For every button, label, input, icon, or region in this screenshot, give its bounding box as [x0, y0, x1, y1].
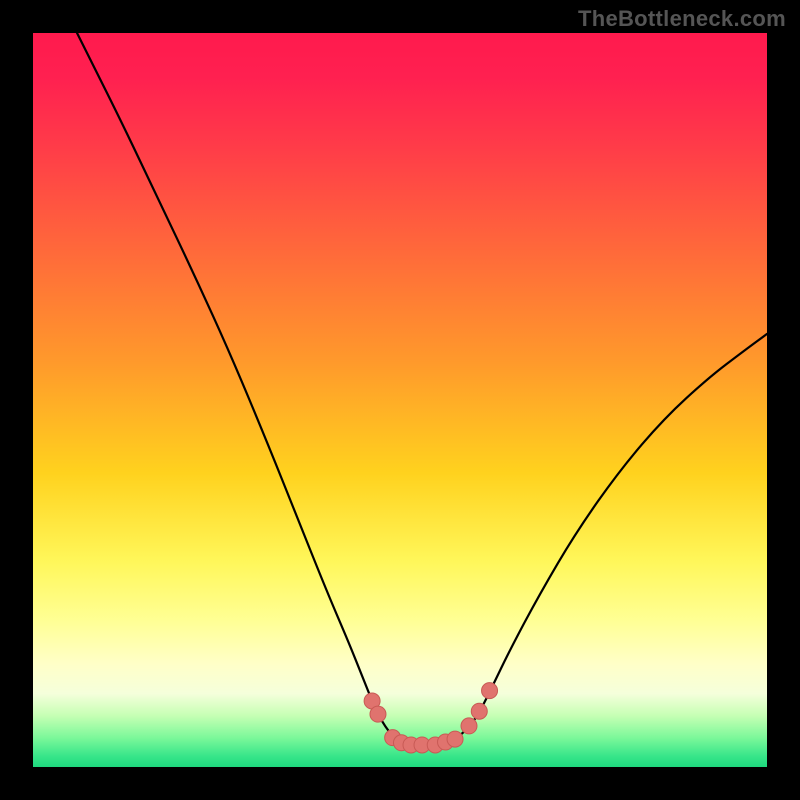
curve-marker	[447, 731, 463, 747]
curve-marker	[370, 706, 386, 722]
bottleneck-curve	[33, 33, 767, 767]
curve-line	[77, 33, 767, 745]
curve-marker	[471, 703, 487, 719]
curve-marker	[461, 718, 477, 734]
watermark-text: TheBottleneck.com	[578, 6, 786, 32]
plot-area	[33, 33, 767, 767]
chart-frame: TheBottleneck.com	[0, 0, 800, 800]
curve-marker	[482, 683, 498, 699]
curve-markers	[364, 683, 497, 753]
